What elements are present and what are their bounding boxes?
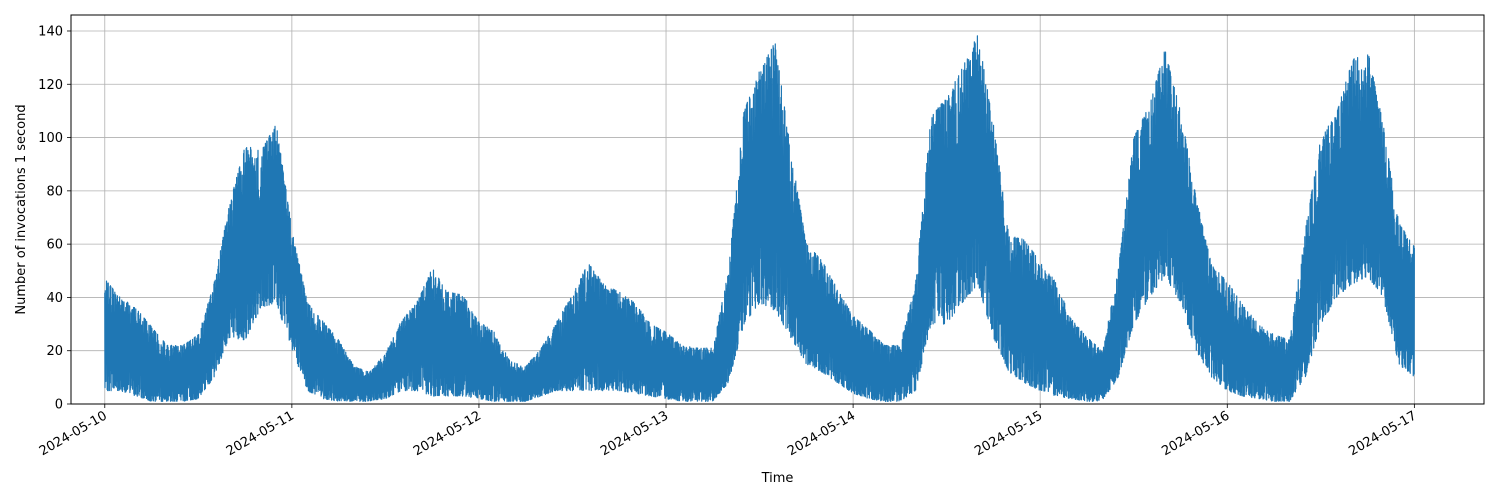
x-tick-label: 2024-05-13 — [598, 408, 671, 459]
y-tick-label: 140 — [38, 24, 63, 39]
invocations-line — [104, 35, 1415, 402]
y-tick-label: 0 — [55, 398, 63, 413]
x-axis: 2024-05-10 2024-05-11 2024-05-12 2024-05-13… — [37, 404, 1419, 459]
x-axis-label: Time — [761, 471, 794, 486]
y-tick-label: 60 — [46, 238, 63, 253]
x-tick-label: 2024-05-15 — [972, 408, 1045, 459]
y-tick-label: 20 — [46, 344, 63, 359]
x-tick-label: 2024-05-14 — [785, 408, 858, 459]
y-tick-label: 100 — [38, 131, 63, 146]
series-invocations — [104, 35, 1415, 402]
y-tick-label: 80 — [46, 184, 63, 199]
x-tick-label: 2024-05-12 — [411, 408, 484, 459]
y-tick-label: 40 — [46, 291, 63, 306]
y-axis-label: Number of invocations 1 second — [14, 104, 29, 314]
x-tick-label: 2024-05-16 — [1159, 408, 1232, 459]
y-tick-label: 120 — [38, 78, 63, 93]
x-tick-label: 2024-05-17 — [1346, 408, 1419, 459]
y-axis: 0 20 40 60 80 100 120 140 — [38, 24, 71, 413]
x-tick-label: 2024-05-10 — [37, 408, 110, 459]
plot-frame — [70, 14, 1485, 405]
x-tick-label: 2024-05-11 — [224, 408, 297, 459]
